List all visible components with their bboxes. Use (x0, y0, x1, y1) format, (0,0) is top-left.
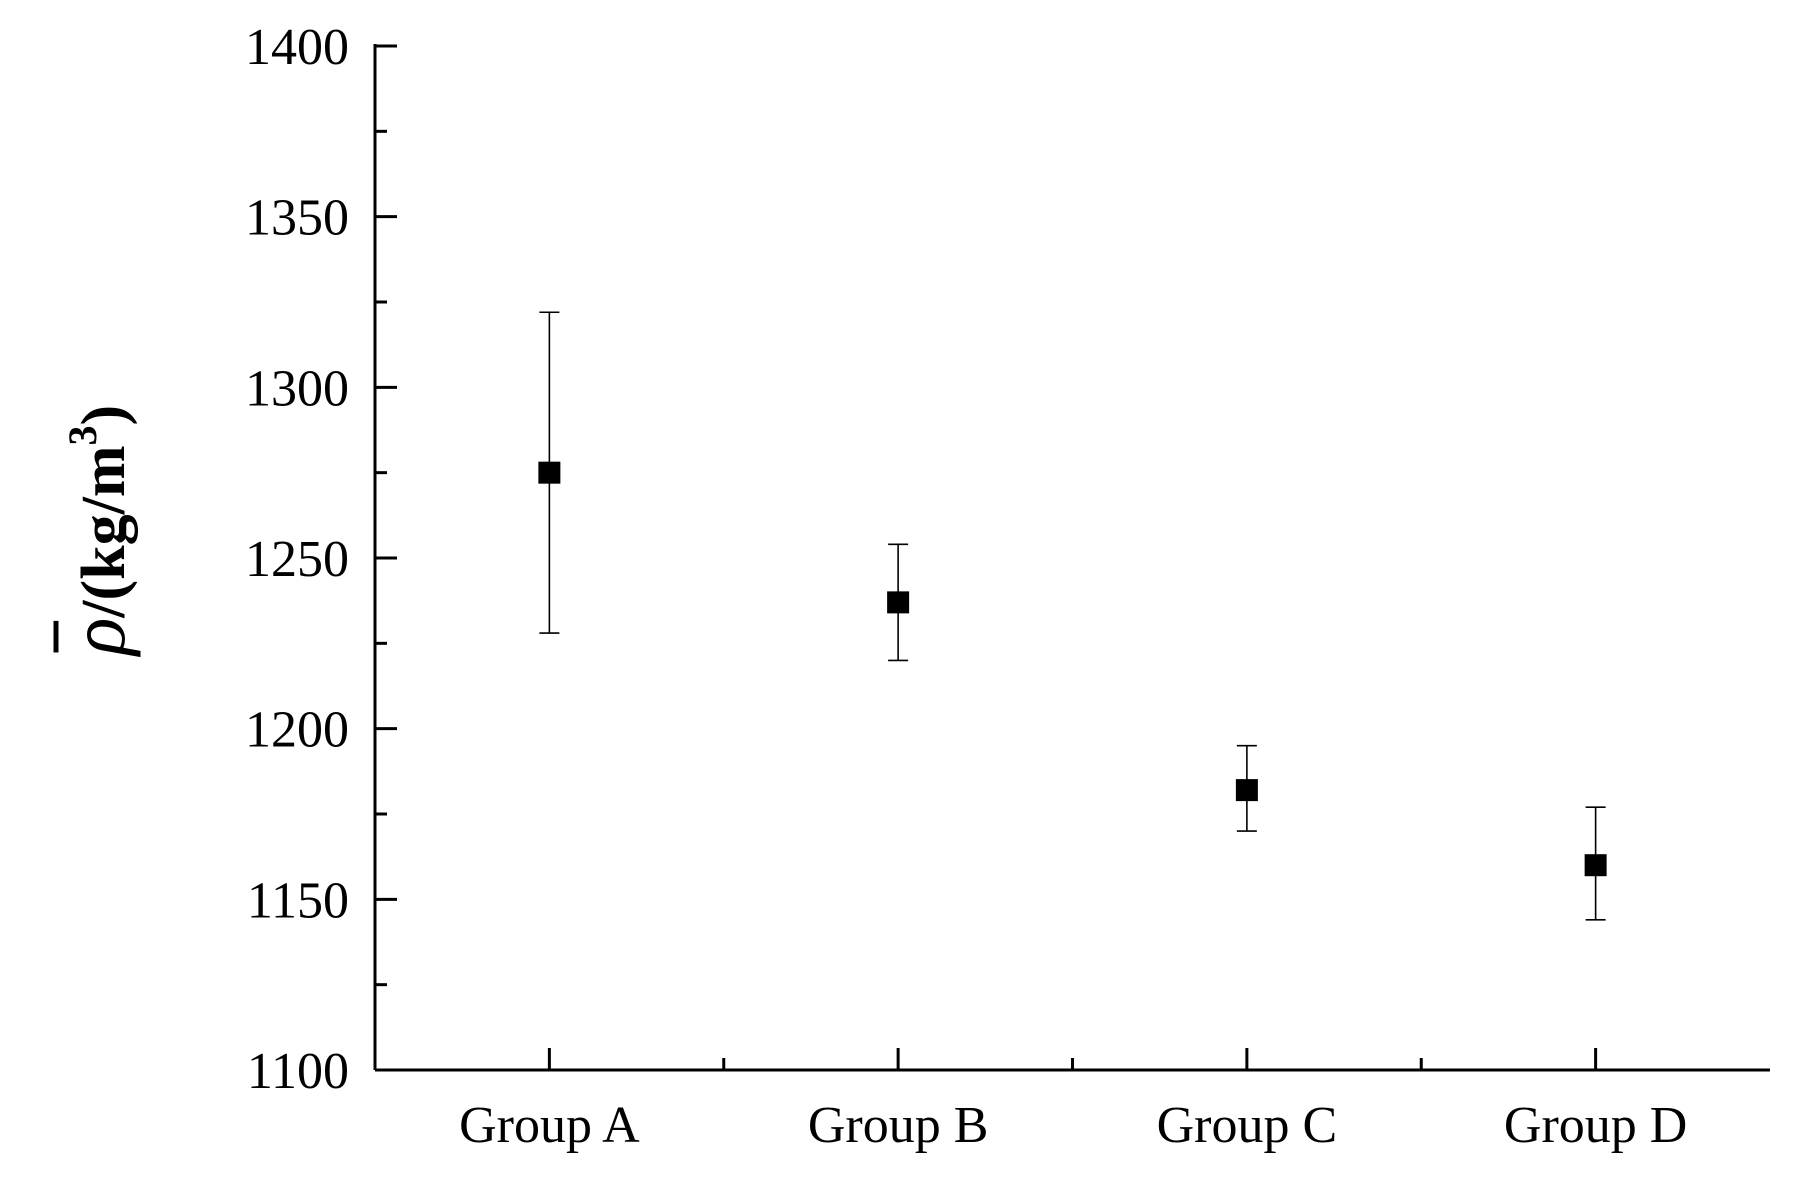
data-point (887, 591, 910, 614)
x-tick-label: Group A (459, 1097, 640, 1154)
y-tick-label: 1150 (247, 872, 349, 929)
x-tick-label: Group B (808, 1097, 989, 1154)
svg-text:ρ/(kg/m3): ρ/(kg/m3) (54, 405, 141, 657)
y-ticks: 1100 1150 1200 1250 1300 1350 1400 (245, 19, 397, 1100)
y-axis-title: ρ/(kg/m3) (53, 405, 141, 657)
y-axis-symbol: ρ (54, 618, 141, 657)
y-tick-label: 1250 (245, 531, 349, 588)
data-point (538, 461, 561, 484)
y-tick-label: 1300 (245, 360, 349, 417)
y-tick-label: 1200 (245, 702, 349, 759)
x-tick-label: Group D (1504, 1097, 1687, 1154)
y-tick-label: 1400 (245, 19, 349, 76)
x-tick-label: Group C (1157, 1097, 1338, 1154)
y-tick-label: 1100 (247, 1043, 349, 1100)
y-axis-unit-superscript: 3 (60, 425, 105, 445)
data-point (1235, 779, 1258, 802)
axes (373, 44, 1770, 1072)
y-tick-label: 1350 (245, 190, 349, 247)
x-ticks: Group A Group B Group C Group D (459, 1048, 1687, 1154)
y-axis-unit-close: ) (70, 405, 138, 426)
y-axis-unit: /(kg/m (70, 445, 138, 618)
data-points (538, 311, 1607, 921)
data-point (1584, 854, 1607, 877)
